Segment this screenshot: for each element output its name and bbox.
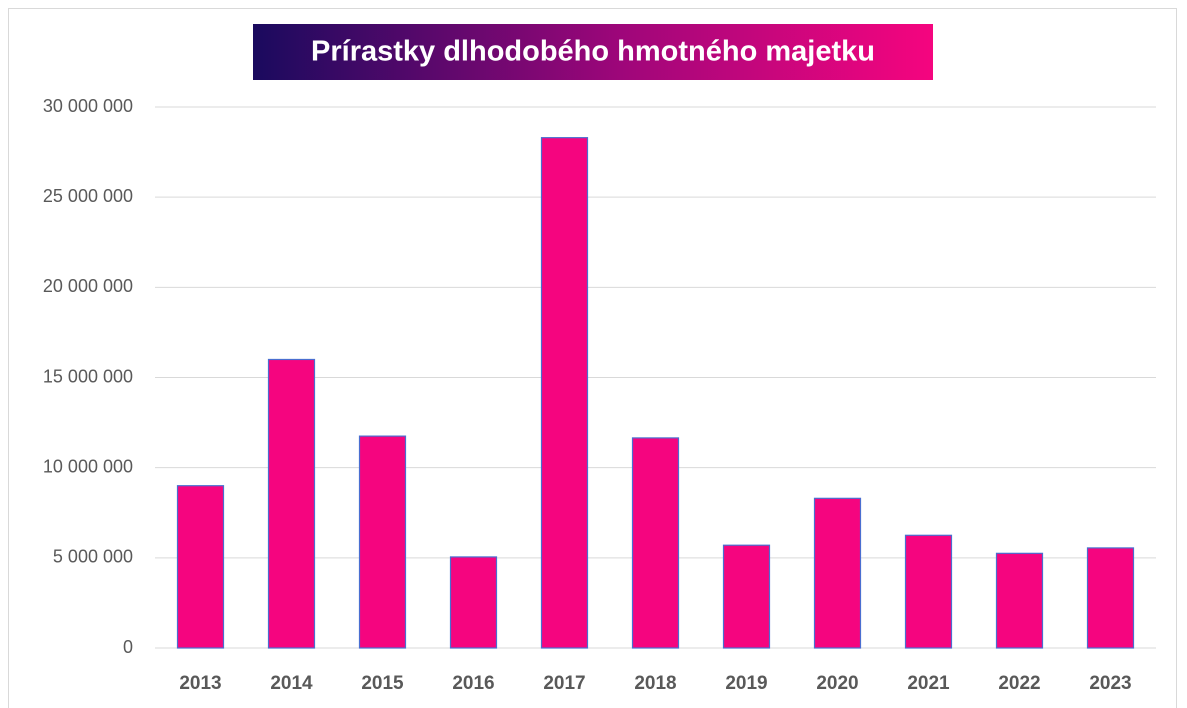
x-tick-label: 2021 xyxy=(907,673,950,694)
title-background xyxy=(253,24,933,80)
bar xyxy=(995,552,1044,649)
bar xyxy=(176,485,225,649)
bar xyxy=(267,358,316,649)
bar xyxy=(449,556,498,649)
bar xyxy=(904,534,953,649)
y-tick-label: 30 000 000 xyxy=(43,96,133,116)
y-tick-label: 20 000 000 xyxy=(43,276,133,296)
x-tick-label: 2022 xyxy=(998,673,1040,694)
y-tick-label: 5 000 000 xyxy=(53,547,133,567)
bar xyxy=(631,437,680,649)
bar xyxy=(1086,547,1135,649)
x-tick-label: 2019 xyxy=(725,673,767,694)
bar xyxy=(722,544,771,649)
y-tick-label: 0 xyxy=(123,637,133,657)
bar xyxy=(358,435,407,649)
x-tick-label: 2013 xyxy=(179,673,221,694)
bar xyxy=(540,137,589,649)
x-tick-label: 2023 xyxy=(1089,673,1131,694)
x-tick-label: 2016 xyxy=(452,673,494,694)
x-tick-label: 2017 xyxy=(543,673,585,694)
x-tick-label: 2015 xyxy=(361,673,404,694)
x-tick-label: 2014 xyxy=(270,673,313,694)
chart-title: Prírastky dlhodobého hmotného majetku xyxy=(311,36,875,68)
y-tick-label: 25 000 000 xyxy=(43,186,133,206)
bar xyxy=(813,497,862,649)
x-tick-label: 2020 xyxy=(816,673,858,694)
y-tick-label: 15 000 000 xyxy=(43,366,133,386)
y-tick-label: 10 000 000 xyxy=(43,456,133,476)
x-tick-label: 2018 xyxy=(634,673,676,694)
